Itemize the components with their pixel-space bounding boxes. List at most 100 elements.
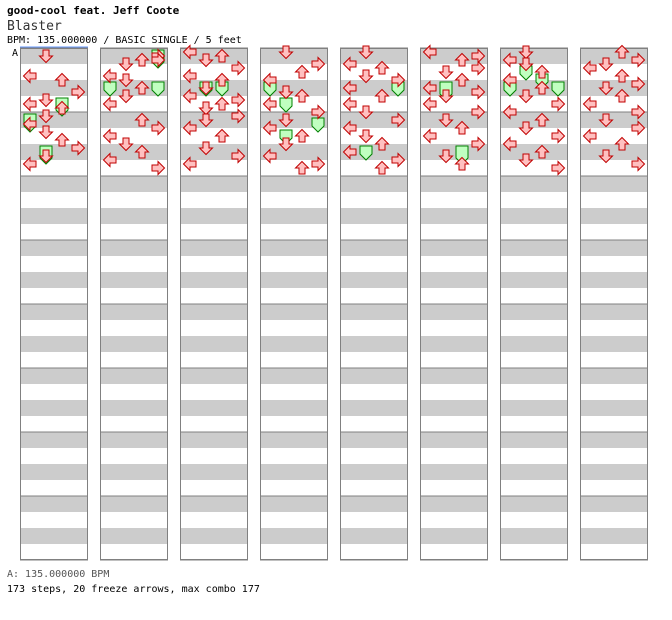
beat-band xyxy=(500,176,568,192)
chart-column xyxy=(340,47,408,561)
step-arrow-up xyxy=(294,128,310,143)
step-arrow-right xyxy=(471,136,486,152)
step-arrow-up xyxy=(374,160,390,175)
beat-band xyxy=(340,80,408,96)
beat-band xyxy=(180,432,248,448)
step-arrow-left xyxy=(262,148,277,164)
beat-band xyxy=(420,176,488,192)
beat-band xyxy=(180,304,248,320)
step-arrow-left xyxy=(102,68,117,84)
step-arrow-up xyxy=(534,144,550,159)
beat-band xyxy=(340,144,408,160)
beat-band xyxy=(20,368,88,384)
beat-band xyxy=(420,464,488,480)
beat-band xyxy=(340,464,408,480)
beat-band xyxy=(260,272,328,288)
beat-band xyxy=(20,80,88,96)
step-arrow-up xyxy=(134,112,150,127)
step-arrow-down xyxy=(358,45,374,60)
step-arrow-left xyxy=(22,68,37,84)
step-arrow-right xyxy=(151,52,166,68)
step-arrow-left xyxy=(102,96,117,112)
step-arrow-down xyxy=(38,49,54,64)
beat-band xyxy=(340,496,408,512)
beat-band xyxy=(420,80,488,96)
beat-band xyxy=(20,208,88,224)
step-arrow-right xyxy=(471,104,486,120)
step-arrow-down xyxy=(38,93,54,108)
beat-band xyxy=(180,496,248,512)
step-arrow-up xyxy=(54,72,70,87)
step-arrow-down xyxy=(198,81,214,96)
beat-band xyxy=(420,496,488,512)
beat-band xyxy=(500,208,568,224)
step-arrow-up xyxy=(614,136,630,151)
step-arrow-down xyxy=(518,45,534,60)
chart-column xyxy=(420,47,488,561)
step-arrow-left xyxy=(582,96,597,112)
beat-band xyxy=(180,464,248,480)
freeze-arrow xyxy=(151,81,165,97)
beat-band xyxy=(420,240,488,256)
step-arrow-left xyxy=(582,60,597,76)
step-arrow-right xyxy=(151,160,166,176)
step-arrow-left xyxy=(22,116,37,132)
beat-band xyxy=(420,48,488,64)
beat-band xyxy=(100,400,168,416)
beat-band xyxy=(180,80,248,96)
step-arrow-right xyxy=(631,120,646,136)
beat-band xyxy=(100,368,168,384)
chart-column xyxy=(260,47,328,561)
chart-column xyxy=(580,47,648,561)
bpm-section-label: A xyxy=(12,48,18,59)
beat-band xyxy=(340,112,408,128)
step-arrow-down xyxy=(198,53,214,68)
beat-band xyxy=(260,80,328,96)
step-arrow-up xyxy=(534,80,550,95)
beat-band xyxy=(420,272,488,288)
beat-band xyxy=(500,368,568,384)
step-arrow-up xyxy=(454,120,470,135)
beat-band xyxy=(100,336,168,352)
step-arrow-down xyxy=(278,45,294,60)
beat-band xyxy=(340,400,408,416)
beat-band xyxy=(100,272,168,288)
beat-band xyxy=(580,432,648,448)
beat-band xyxy=(580,400,648,416)
beat-band xyxy=(100,208,168,224)
column-border xyxy=(340,48,408,560)
step-arrow-up xyxy=(134,52,150,67)
beat-band xyxy=(500,112,568,128)
beat-band xyxy=(260,432,328,448)
beat-band xyxy=(420,432,488,448)
step-arrow-left xyxy=(22,96,37,112)
step-arrow-left xyxy=(262,96,277,112)
beat-band xyxy=(500,48,568,64)
step-arrow-down xyxy=(38,125,54,140)
step-arrow-left xyxy=(182,88,197,104)
beat-band xyxy=(20,496,88,512)
beat-band xyxy=(260,528,328,544)
beat-band xyxy=(580,304,648,320)
step-arrow-right xyxy=(631,156,646,172)
beat-band xyxy=(340,208,408,224)
beat-band xyxy=(180,48,248,64)
step-arrow-up xyxy=(294,160,310,175)
step-arrow-right xyxy=(391,72,406,88)
step-arrow-right xyxy=(311,104,326,120)
beat-band xyxy=(100,304,168,320)
column-border xyxy=(420,48,488,560)
beat-band xyxy=(340,304,408,320)
beat-band xyxy=(340,528,408,544)
step-arrow-right xyxy=(311,156,326,172)
beat-band xyxy=(580,272,648,288)
step-arrow-down xyxy=(518,153,534,168)
step-arrow-left xyxy=(502,72,517,88)
step-arrow-left xyxy=(422,44,437,60)
step-arrow-down xyxy=(518,89,534,104)
step-arrow-up xyxy=(374,88,390,103)
step-arrow-down xyxy=(38,109,54,124)
beat-band xyxy=(20,336,88,352)
step-arrow-down xyxy=(198,113,214,128)
beat-band xyxy=(100,48,168,64)
